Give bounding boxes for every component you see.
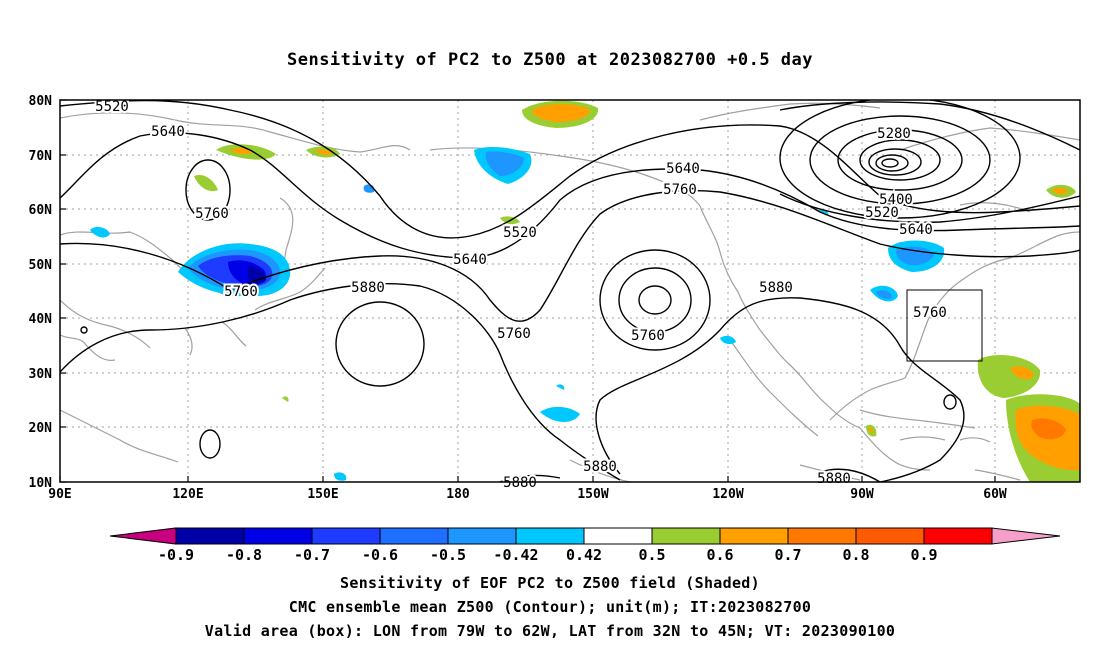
- longitude-ticks: 90E 120E 150E 180 150W 120W 90W 60W: [48, 476, 1007, 502]
- lat-tick-label: 10N: [29, 476, 53, 491]
- contour-label: 5880: [759, 280, 793, 296]
- colorbar-label: -0.7: [294, 546, 330, 564]
- lon-tick-label: 120W: [712, 487, 743, 502]
- lon-tick-label: 180: [446, 487, 470, 502]
- colorbar-low-triangle: [109, 527, 177, 545]
- contour-label: 5520: [95, 99, 129, 115]
- lon-tick-label: 90W: [850, 487, 874, 502]
- lat-tick-label: 50N: [29, 258, 53, 273]
- coastlines: [60, 102, 1080, 482]
- colorbar-label: -0.42: [493, 546, 538, 564]
- caption-line-3: Valid area (box): LON from 79W to 62W, L…: [204, 622, 896, 640]
- lat-tick-label: 40N: [29, 312, 53, 327]
- colorbar-label: -0.8: [226, 546, 262, 564]
- map-title: Sensitivity of PC2 to Z500 at 2023082700…: [286, 50, 813, 70]
- map-frame: [59, 99, 1081, 483]
- contour-label: 5880: [351, 280, 385, 296]
- colorbar-segment: [379, 527, 449, 545]
- colorbar-label: 0.9: [910, 546, 937, 564]
- contour-label: 5760: [497, 326, 531, 342]
- lon-tick-label: 120E: [172, 487, 203, 502]
- colorbar-segment: [583, 527, 653, 545]
- colorbar-label: 0.8: [842, 546, 869, 564]
- colorbar-segment: [719, 527, 789, 545]
- contour-label: 5880: [503, 475, 537, 491]
- colorbar-high-triangle: [991, 527, 1061, 545]
- caption-line-1: Sensitivity of EOF PC2 to Z500 field (Sh…: [340, 574, 760, 592]
- colorbar-label: 0.6: [706, 546, 733, 564]
- colorbar-segment: [175, 527, 245, 545]
- lat-tick-label: 70N: [29, 149, 53, 164]
- lon-tick-label: 90E: [48, 487, 71, 502]
- colorbar-label: -0.5: [430, 546, 466, 564]
- contour-label: 5640: [151, 124, 185, 140]
- contour-label: 5760: [224, 284, 258, 300]
- contour-label: 5280: [877, 126, 911, 142]
- lon-tick-label: 150E: [307, 487, 338, 502]
- contour-label: 5520: [503, 225, 537, 241]
- contour-label: 5520: [865, 205, 899, 221]
- contour-label: 5760: [663, 182, 697, 198]
- contour-label: 5880: [583, 459, 617, 475]
- colorbar-label: -0.9: [158, 546, 194, 564]
- lon-tick-label: 60W: [983, 487, 1007, 502]
- lat-tick-label: 60N: [29, 203, 53, 218]
- contour-label: 5640: [899, 222, 933, 238]
- positive-patch-atlantic: [977, 355, 1041, 398]
- colorbar-segment: [311, 527, 381, 545]
- colorbar-segment: [923, 527, 993, 545]
- colorbar-segment: [243, 527, 313, 545]
- lon-tick-label: 150W: [577, 487, 608, 502]
- colorbar-segment: [651, 527, 721, 545]
- colorbar-segment: [515, 527, 585, 545]
- shaded-sensitivity: [90, 100, 1080, 482]
- lat-tick-label: 20N: [29, 421, 53, 436]
- contour-label: 5640: [666, 161, 700, 177]
- colorbar-segment: [447, 527, 517, 545]
- contour-label: 5880: [817, 471, 851, 487]
- colorbar-label: 0.42: [566, 546, 602, 564]
- contour-label: 5400: [879, 192, 913, 208]
- contour-label: 5760: [913, 305, 947, 321]
- contour-label: 5640: [453, 252, 487, 268]
- contour-labels: 5520564057605760552056405880576056405760…: [93, 97, 949, 493]
- colorbar-label: 0.5: [638, 546, 665, 564]
- colorbar-label: -0.6: [362, 546, 398, 564]
- contour-label: 5760: [195, 206, 229, 222]
- lat-tick-label: 30N: [29, 367, 53, 382]
- colorbar-label: 0.7: [774, 546, 801, 564]
- valid-area-box: [906, 289, 983, 362]
- z500-contours: [60, 100, 1080, 482]
- latitude-ticks: 80N 70N 60N 50N 40N 30N 20N 10N: [29, 94, 66, 491]
- colorbar-segment: [855, 527, 925, 545]
- contour-label: 5760: [631, 328, 665, 344]
- caption-line-2: CMC ensemble mean Z500 (Contour); unit(m…: [288, 598, 812, 616]
- lat-tick-label: 80N: [29, 94, 53, 109]
- colorbar-segment: [787, 527, 857, 545]
